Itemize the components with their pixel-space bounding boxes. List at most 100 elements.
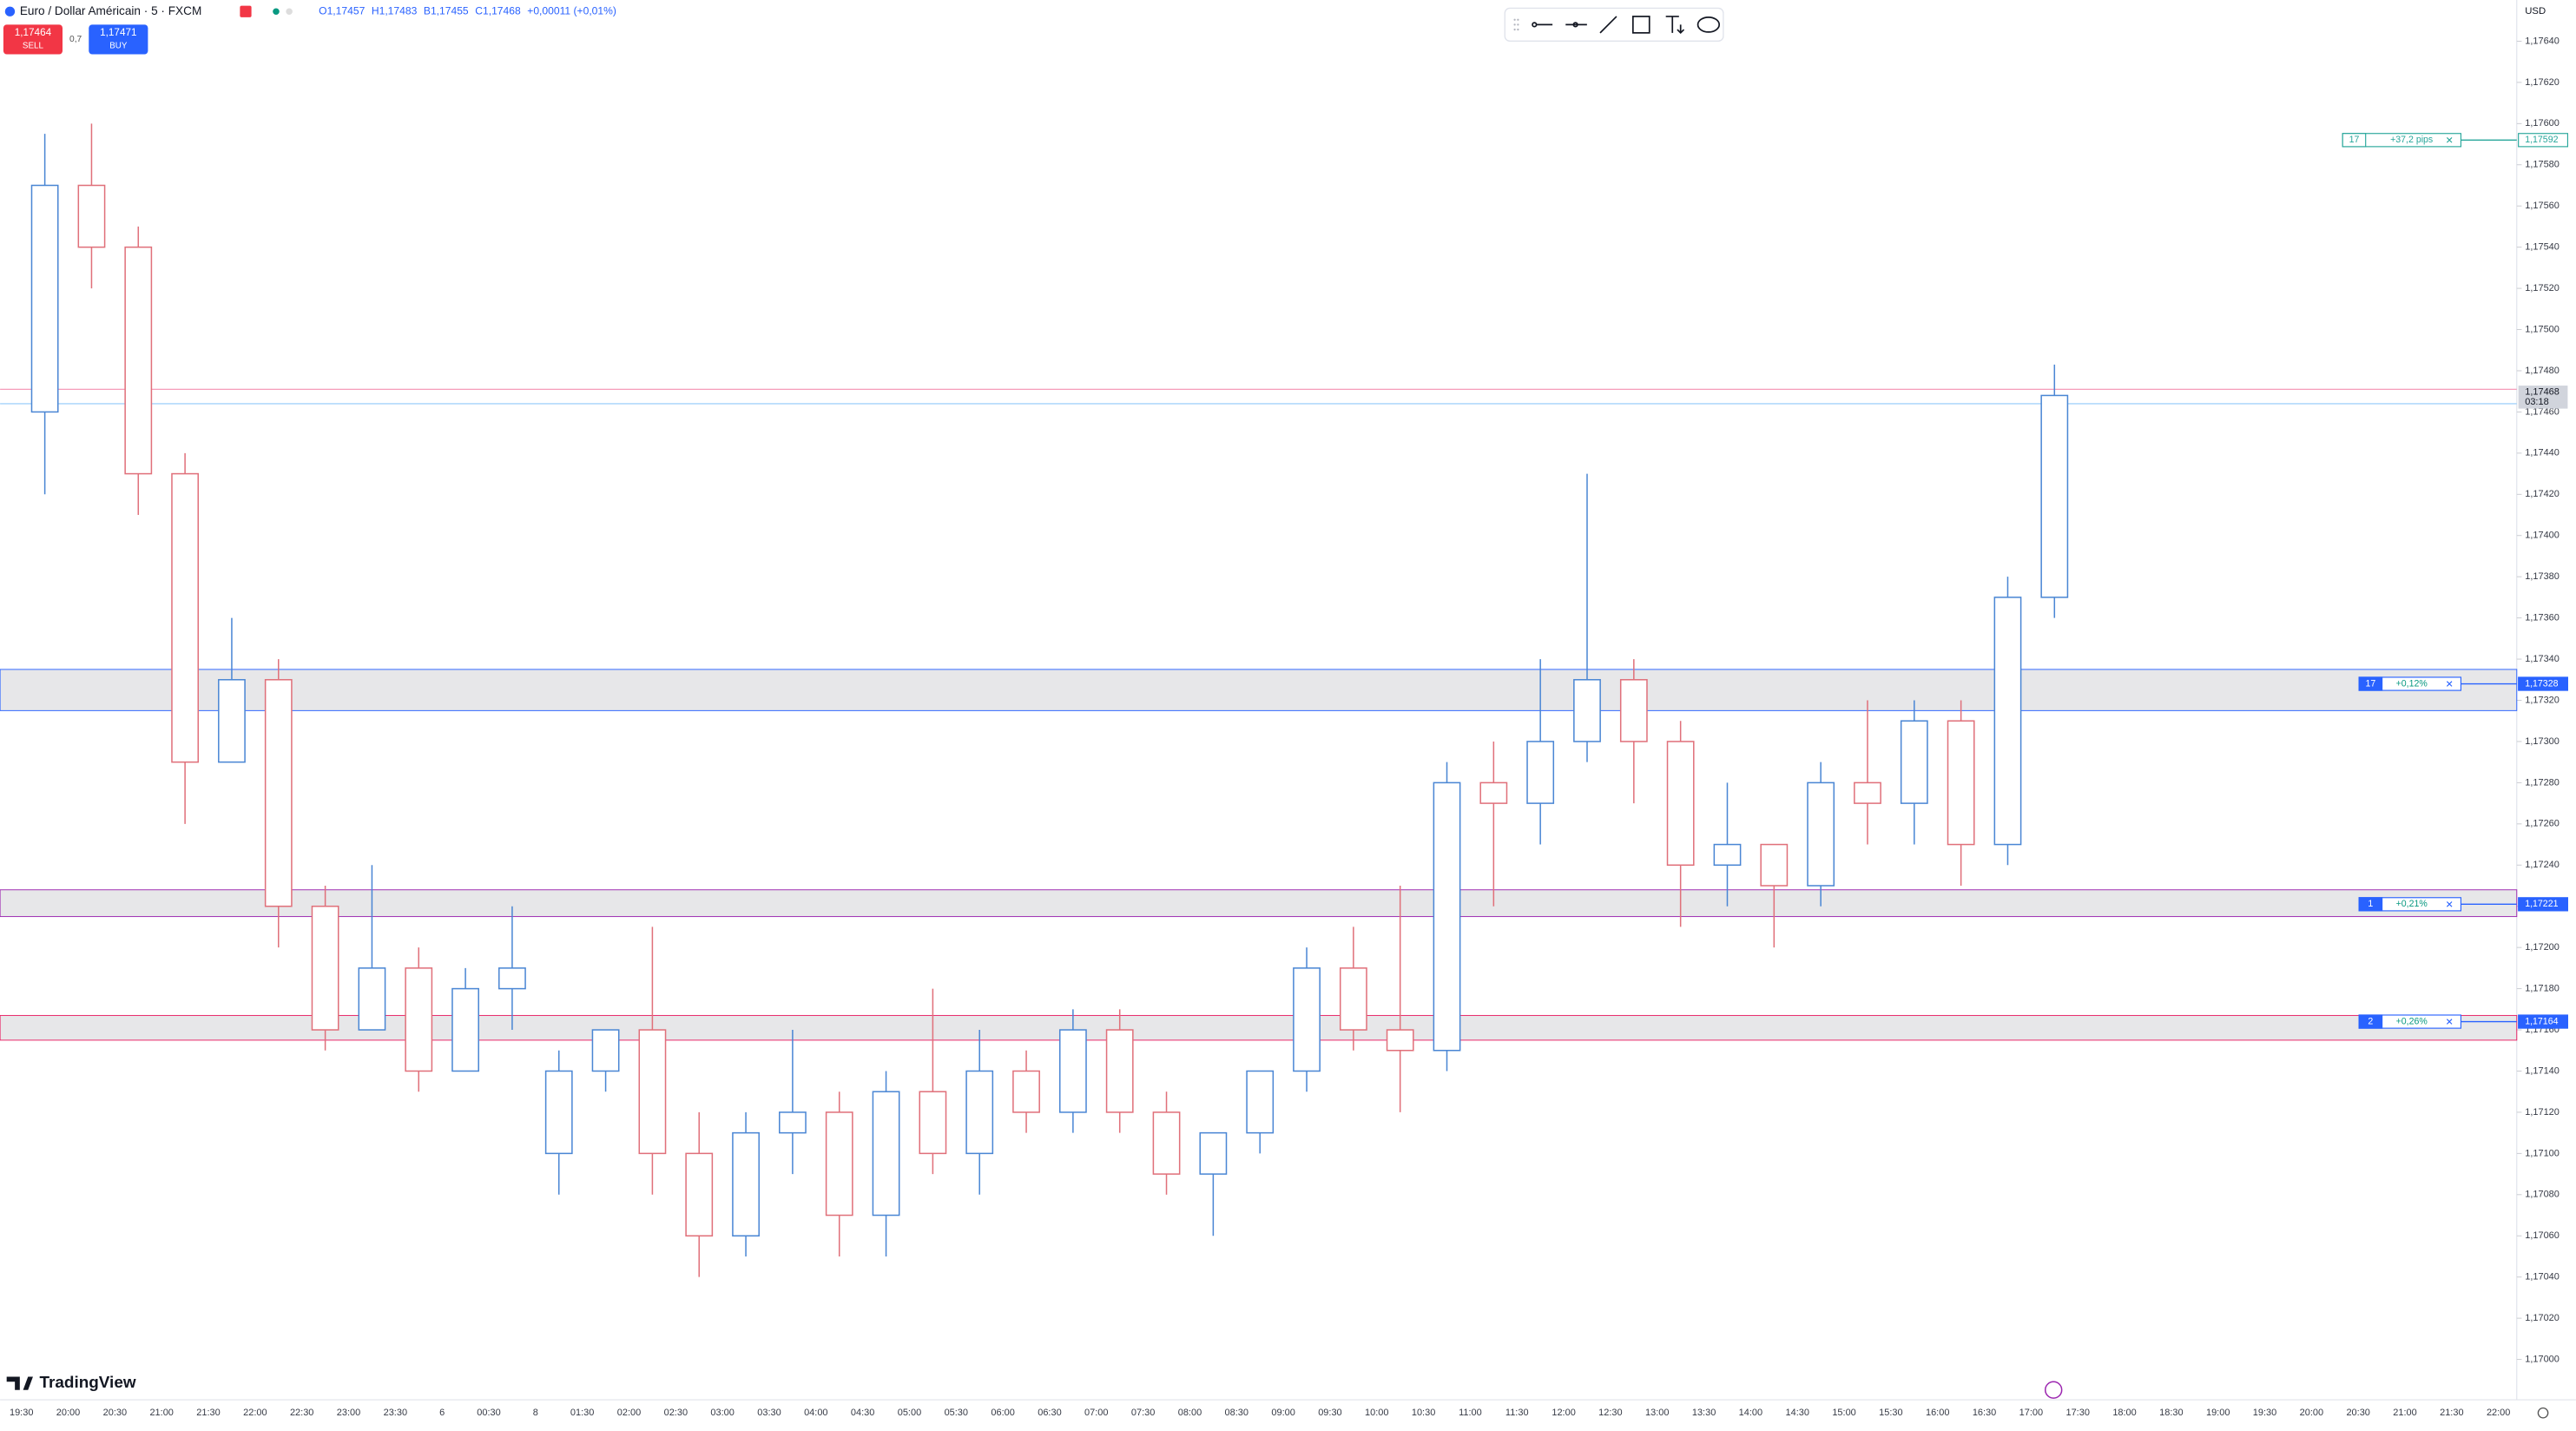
- x-tick-label: 15:00: [1832, 1408, 1855, 1418]
- order-close[interactable]: [2446, 901, 2453, 907]
- order-pnl: +0,26%: [2396, 1016, 2428, 1026]
- y-tick-label: 1,17040: [2525, 1272, 2560, 1283]
- symbol-title: Euro / Dollar Américain · 5 · FXCM: [20, 4, 201, 17]
- x-tick-label: 23:30: [384, 1408, 407, 1418]
- buy-button[interactable]: [89, 24, 148, 55]
- toolbar-grip: [1513, 18, 1519, 31]
- x-tick-label: 14:30: [1786, 1408, 1809, 1418]
- tool-text[interactable]: [1665, 16, 1685, 35]
- order-price-label: 1,17164: [2525, 1016, 2558, 1026]
- candle-body: [1947, 720, 1975, 846]
- buy-price: 1,17471: [100, 27, 136, 38]
- candle-body: [1900, 720, 1928, 804]
- candle-body: [779, 1111, 807, 1134]
- buy-label: BUY: [109, 42, 128, 51]
- y-tick-label: 1,17520: [2525, 283, 2560, 293]
- brand-logo: [6, 1376, 33, 1390]
- order-qty: 17: [2349, 135, 2360, 145]
- ohlc-value: C1,17468: [475, 4, 521, 16]
- y-tick-label: 1,17260: [2525, 819, 2560, 829]
- y-tick-label: 1,17480: [2525, 366, 2560, 376]
- tool-rectangle[interactable]: [1631, 16, 1650, 34]
- candle-body: [358, 967, 386, 1031]
- x-tick-label: 07:00: [1084, 1408, 1108, 1418]
- candle-body: [1854, 781, 1881, 804]
- candle-body: [2040, 394, 2069, 598]
- x-tick-label: 15:30: [1879, 1408, 1902, 1418]
- candle-body: [124, 246, 153, 475]
- y-tick-label: 1,17600: [2525, 118, 2560, 129]
- candle-body: [1012, 1070, 1040, 1113]
- order-qty-box: [2342, 133, 2367, 148]
- candle-body: [1573, 679, 1601, 742]
- y-tick-label: 1,17140: [2525, 1065, 2560, 1076]
- x-tick-label: 19:00: [2206, 1408, 2230, 1418]
- sell-button[interactable]: [3, 24, 63, 55]
- candle-body: [1246, 1070, 1275, 1134]
- candle-body: [218, 679, 246, 763]
- order-close[interactable]: [2446, 681, 2453, 687]
- price-zone: [0, 889, 2518, 918]
- x-tick-label: 17:00: [2019, 1408, 2043, 1418]
- y-tick-label: 1,17020: [2525, 1313, 2560, 1323]
- x-tick-label: 10:00: [1365, 1408, 1388, 1418]
- x-tick-label: 18:00: [2112, 1408, 2136, 1418]
- y-tick-label: 1,17420: [2525, 489, 2560, 499]
- y-tick-label: 1,17180: [2525, 983, 2560, 993]
- market-flag: [240, 5, 252, 17]
- order-price-box: [2518, 133, 2568, 148]
- candle-body: [1386, 1029, 1414, 1052]
- x-tick-label: 8: [533, 1408, 538, 1418]
- x-tick-label: 03:00: [710, 1408, 734, 1418]
- market-status: [273, 8, 280, 16]
- y-tick-label: 1,17560: [2525, 201, 2560, 211]
- order-close[interactable]: [2446, 1019, 2453, 1025]
- y-tick-label: 1,17540: [2525, 242, 2560, 253]
- y-tick-label: 1,17060: [2525, 1230, 2560, 1241]
- symbol-icon: [4, 6, 16, 16]
- candle-body: [171, 472, 200, 763]
- candle-body: [1479, 781, 1508, 804]
- order-close[interactable]: [2446, 137, 2453, 143]
- candle-body: [405, 967, 433, 1072]
- order-pnl: +0,12%: [2396, 678, 2428, 689]
- order-qty-box: [2358, 676, 2383, 691]
- x-tick-label: 16:30: [1973, 1408, 1996, 1418]
- candle-body: [311, 905, 339, 1031]
- candle-body: [30, 184, 59, 413]
- drawing-toolbar: [1504, 7, 1724, 42]
- candle-body: [1760, 843, 1789, 887]
- event-marker[interactable]: [2044, 1381, 2063, 1399]
- tool-trend-line[interactable]: [1599, 16, 1617, 34]
- x-tick-label: 04:00: [804, 1408, 827, 1418]
- y-tick-label: 1,17000: [2525, 1354, 2560, 1364]
- x-tick-label: 20:30: [2346, 1408, 2369, 1418]
- y-tick-label: 1,17300: [2525, 736, 2560, 747]
- countdown: 03:18: [2525, 397, 2548, 407]
- tool-ellipse[interactable]: [1696, 16, 1721, 33]
- tool-ray[interactable]: [1532, 22, 1553, 28]
- x-tick-label: 10:30: [1412, 1408, 1435, 1418]
- settings-button[interactable]: [2537, 1407, 2549, 1419]
- x-tick-label: 21:00: [149, 1408, 173, 1418]
- tool-horizontal-line[interactable]: [1565, 22, 1587, 28]
- x-tick-label: 07:30: [1131, 1408, 1155, 1418]
- candle-body: [638, 1029, 667, 1155]
- x-tick-label: 13:00: [1645, 1408, 1669, 1418]
- order-pnl: +0,21%: [2396, 899, 2428, 909]
- grid: 1,17000 1,17020 1,17040 1,17060 1,17080 1,171…: [10, 36, 2560, 1418]
- currency: USD: [2525, 6, 2546, 16]
- candle-body: [1339, 967, 1367, 1031]
- price-zone: [0, 669, 2518, 711]
- order-price-box: [2518, 1014, 2568, 1029]
- x-tick-label: 13:30: [1692, 1408, 1716, 1418]
- y-tick-label: 1,17240: [2525, 860, 2560, 870]
- market-status: [286, 8, 293, 16]
- order-price-label: 1,17328: [2525, 678, 2558, 689]
- y-tick-label: 1,17460: [2525, 406, 2560, 417]
- candle-body: [498, 967, 526, 990]
- x-tick-label: 19:30: [2253, 1408, 2276, 1418]
